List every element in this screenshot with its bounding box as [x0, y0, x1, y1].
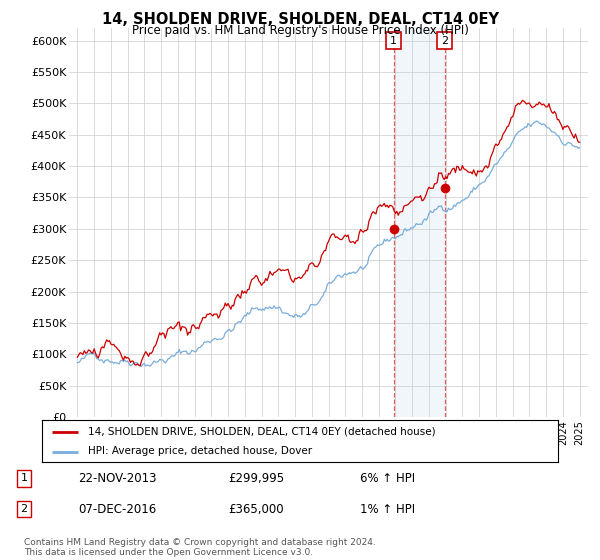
- Text: 6% ↑ HPI: 6% ↑ HPI: [360, 472, 415, 485]
- Text: 2: 2: [20, 504, 28, 514]
- Text: 14, SHOLDEN DRIVE, SHOLDEN, DEAL, CT14 0EY (detached house): 14, SHOLDEN DRIVE, SHOLDEN, DEAL, CT14 0…: [88, 427, 436, 437]
- Text: Price paid vs. HM Land Registry's House Price Index (HPI): Price paid vs. HM Land Registry's House …: [131, 24, 469, 37]
- Text: 14, SHOLDEN DRIVE, SHOLDEN, DEAL, CT14 0EY: 14, SHOLDEN DRIVE, SHOLDEN, DEAL, CT14 0…: [101, 12, 499, 27]
- Text: 1% ↑ HPI: 1% ↑ HPI: [360, 503, 415, 516]
- Text: 1: 1: [390, 35, 397, 45]
- Text: £365,000: £365,000: [228, 503, 284, 516]
- Bar: [394, 28, 445, 417]
- Text: £299,995: £299,995: [228, 472, 284, 485]
- Text: 1: 1: [20, 473, 28, 483]
- Text: HPI: Average price, detached house, Dover: HPI: Average price, detached house, Dove…: [88, 446, 313, 456]
- Text: Contains HM Land Registry data © Crown copyright and database right 2024.
This d: Contains HM Land Registry data © Crown c…: [24, 538, 376, 557]
- Text: 07-DEC-2016: 07-DEC-2016: [78, 503, 156, 516]
- Text: 2: 2: [441, 35, 448, 45]
- Text: 22-NOV-2013: 22-NOV-2013: [78, 472, 157, 485]
